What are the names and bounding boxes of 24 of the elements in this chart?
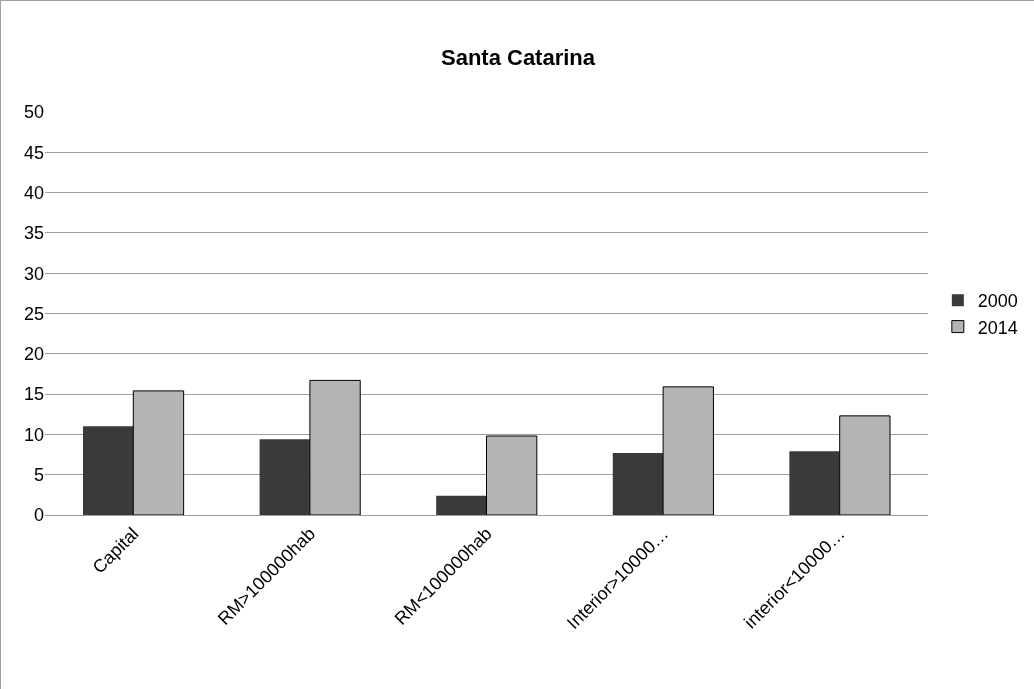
bar [309,379,361,515]
y-tick-label: 40 [23,182,44,203]
y-tick-label: 5 [33,465,44,485]
bar [82,426,134,515]
bar [839,415,891,515]
y-tick-label: 0 [33,505,44,526]
y-tick-label: 20 [23,344,44,365]
bar [789,451,840,515]
y-tick-label: 35 [23,223,44,244]
y-tick-label: 10 [23,424,44,445]
y-tick-label: 50 [23,102,44,123]
chart-title: Santa Catarina [440,44,596,70]
y-tick-label: 30 [23,263,44,284]
bar [132,390,185,515]
bar [259,439,310,515]
bar [612,452,664,515]
y-tick-label: 25 [23,303,44,324]
legend-label: 2014 [977,317,1018,338]
legend-label: 2000 [977,291,1018,312]
bar [662,386,714,515]
y-tick-label: 45 [23,142,44,163]
y-tick-label: 15 [23,384,44,405]
bar [436,495,487,515]
bar [486,435,538,515]
